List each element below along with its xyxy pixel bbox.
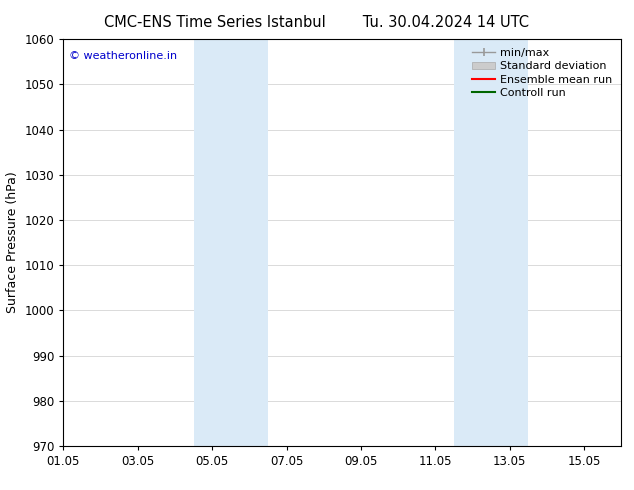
Y-axis label: Surface Pressure (hPa): Surface Pressure (hPa) <box>6 172 19 314</box>
Text: © weatheronline.in: © weatheronline.in <box>69 51 177 61</box>
Text: CMC-ENS Time Series Istanbul        Tu. 30.04.2024 14 UTC: CMC-ENS Time Series Istanbul Tu. 30.04.2… <box>105 15 529 30</box>
Bar <box>454 39 528 446</box>
Legend: min/max, Standard deviation, Ensemble mean run, Controll run: min/max, Standard deviation, Ensemble me… <box>469 45 616 101</box>
Bar <box>193 39 268 446</box>
